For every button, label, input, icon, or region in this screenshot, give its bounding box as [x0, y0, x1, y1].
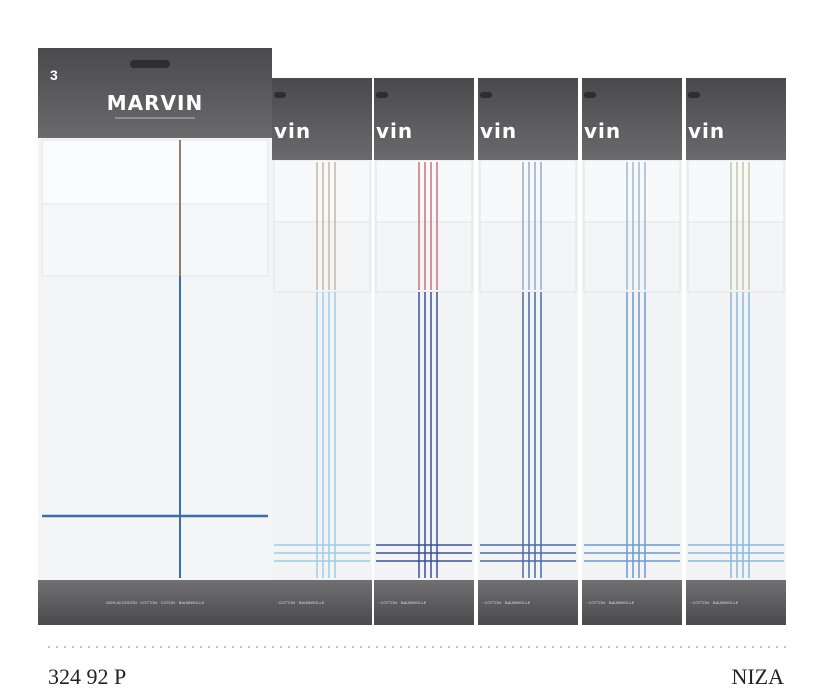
header [38, 48, 272, 138]
fold [273, 159, 371, 223]
fold [41, 203, 269, 277]
header [272, 78, 372, 160]
package: vin · COTTON · BAUMWOLLE [478, 78, 578, 625]
fold [479, 221, 577, 293]
fold [375, 159, 473, 223]
fiber: · COTTON · BAUMWOLLE [690, 600, 739, 605]
logo: vin [376, 119, 413, 143]
fold [375, 221, 473, 293]
package: vin · COTTON · BAUMWOLLE [272, 78, 372, 625]
footer [582, 580, 682, 625]
header [374, 78, 474, 160]
logo: vin [274, 119, 311, 143]
fold [273, 221, 371, 293]
hang-hole [480, 92, 492, 98]
fold [41, 139, 269, 205]
header [582, 78, 682, 160]
package: vin · COTTON · BAUMWOLLE [582, 78, 682, 625]
product-name: NIZA [731, 664, 784, 689]
fold [583, 221, 681, 293]
footer [374, 580, 474, 625]
package: vin · COTTON · BAUMWOLLE [686, 78, 786, 625]
hang-hole [688, 92, 700, 98]
front-package: 3 MARVIN 100% ALGODÓN · COTTON · COTON ·… [38, 48, 272, 625]
fold [583, 159, 681, 223]
header [478, 78, 578, 160]
package: vin · COTTON · BAUMWOLLE [374, 78, 474, 625]
fiber: · COTTON · BAUMWOLLE [482, 600, 531, 605]
hang-hole [584, 92, 596, 98]
fiber: · COTTON · BAUMWOLLE [586, 600, 635, 605]
packages: vin · COTTON · BAUMWOLLE vin · COTTON · BAU… [272, 78, 786, 625]
hang-hole [130, 60, 170, 68]
fiber: · COTTON · BAUMWOLLE [378, 600, 427, 605]
fold [687, 221, 785, 293]
count: 3 [50, 67, 58, 83]
fold [687, 159, 785, 223]
header [686, 78, 786, 160]
fiber: 100% ALGODÓN · COTTON · COTON · BAUMWOLL… [106, 600, 205, 605]
logo: vin [584, 119, 621, 143]
logo: MARVIN [107, 91, 203, 115]
product-code: 324 92 P [48, 664, 126, 689]
footer [478, 580, 578, 625]
logo: vin [480, 119, 517, 143]
hang-hole [274, 92, 286, 98]
footer [272, 580, 372, 625]
hang-hole [376, 92, 388, 98]
footer [38, 580, 272, 625]
logo: vin [688, 119, 725, 143]
fiber: · COTTON · BAUMWOLLE [276, 600, 325, 605]
footer [686, 580, 786, 625]
fold [479, 159, 577, 223]
